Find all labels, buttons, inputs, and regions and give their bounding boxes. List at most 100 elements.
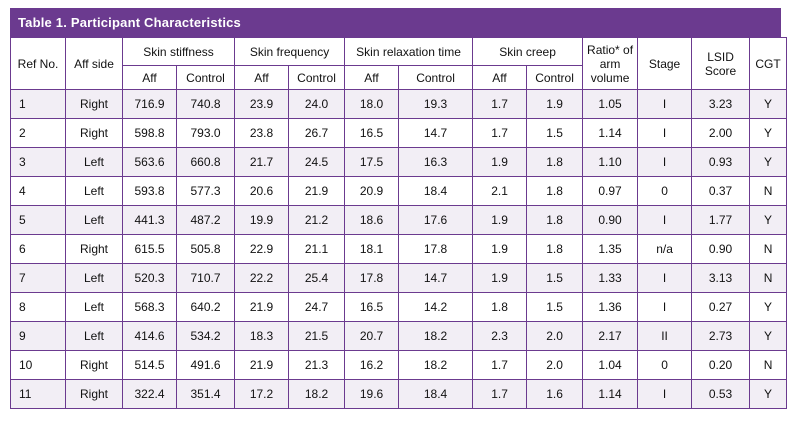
cell-stiffness-control: 487.2 <box>175 205 236 235</box>
cell-ratio: 1.36 <box>582 292 639 322</box>
cell-ref-no: 9 <box>10 321 66 351</box>
cell-aff-side: Left <box>65 321 123 351</box>
cell-stage: 0 <box>637 176 693 206</box>
cell-creep-aff: 1.9 <box>472 263 528 293</box>
cell-relaxation-control: 18.4 <box>398 379 474 409</box>
cell-frequency-aff: 22.2 <box>234 263 290 293</box>
cell-frequency-control: 21.2 <box>288 205 346 235</box>
header-stage: Stage <box>637 37 693 90</box>
cell-frequency-aff: 23.9 <box>234 89 290 119</box>
cell-creep-control: 1.8 <box>526 234 584 264</box>
cell-stage: I <box>637 263 693 293</box>
cell-ratio: 1.14 <box>582 118 639 148</box>
cell-creep-aff: 2.1 <box>472 176 528 206</box>
cell-aff-side: Right <box>65 350 123 380</box>
cell-ref-no: 6 <box>10 234 66 264</box>
table-row: 3 Left 563.6 660.8 21.7 24.5 17.5 16.3 1.9 1.8 1.1… <box>10 147 788 177</box>
cell-stiffness-aff: 716.9 <box>122 89 177 119</box>
cell-frequency-aff: 21.9 <box>234 292 290 322</box>
cell-stiffness-aff: 568.3 <box>122 292 177 322</box>
header-relaxation-aff: Aff <box>344 65 400 90</box>
header-skin-stiffness: Skin stiffness <box>121 37 236 66</box>
cell-cgt: Y <box>749 147 788 177</box>
cell-frequency-control: 24.5 <box>288 147 346 177</box>
cell-relaxation-control: 14.7 <box>398 118 474 148</box>
cell-stage: I <box>637 89 693 119</box>
cell-lsid-score: 2.00 <box>691 118 751 148</box>
cell-ratio: 1.04 <box>582 350 639 380</box>
cell-relaxation-control: 18.2 <box>398 350 474 380</box>
cell-aff-side: Right <box>65 118 123 148</box>
cell-relaxation-aff: 18.0 <box>344 89 400 119</box>
cell-stiffness-aff: 563.6 <box>122 147 177 177</box>
cell-frequency-control: 24.0 <box>288 89 346 119</box>
cell-relaxation-aff: 17.8 <box>344 263 400 293</box>
cell-aff-side: Left <box>65 205 123 235</box>
cell-cgt: Y <box>749 89 788 119</box>
cell-lsid-score: 1.77 <box>691 205 751 235</box>
cell-stage: II <box>637 321 693 351</box>
cell-frequency-control: 24.7 <box>288 292 346 322</box>
cell-aff-side: Right <box>65 379 123 409</box>
cell-stiffness-aff: 520.3 <box>122 263 177 293</box>
cell-creep-control: 1.8 <box>526 147 584 177</box>
cell-frequency-control: 18.2 <box>288 379 346 409</box>
cell-relaxation-control: 17.6 <box>398 205 474 235</box>
cell-relaxation-aff: 19.6 <box>344 379 400 409</box>
header-creep-control: Control <box>526 65 584 90</box>
cell-creep-control: 2.0 <box>526 321 584 351</box>
cell-creep-aff: 1.7 <box>472 118 528 148</box>
cell-relaxation-control: 17.8 <box>398 234 474 264</box>
cell-creep-aff: 1.7 <box>472 350 528 380</box>
cell-ratio: 1.33 <box>582 263 639 293</box>
table-row: 4 Left 593.8 577.3 20.6 21.9 20.9 18.4 2.1 1.8 0.9… <box>10 176 788 206</box>
cell-stiffness-control: 660.8 <box>175 147 236 177</box>
cell-creep-aff: 1.7 <box>472 379 528 409</box>
cell-ref-no: 7 <box>10 263 66 293</box>
header-skin-frequency: Skin frequency <box>234 37 346 66</box>
cell-ref-no: 8 <box>10 292 66 322</box>
cell-relaxation-control: 18.4 <box>398 176 474 206</box>
cell-frequency-aff: 19.9 <box>234 205 290 235</box>
cell-stiffness-control: 577.3 <box>175 176 236 206</box>
cell-lsid-score: 0.90 <box>691 234 751 264</box>
cell-stage: I <box>637 118 693 148</box>
table-row: 1 Right 716.9 740.8 23.9 24.0 18.0 19.3 1.7 1.9 1.… <box>10 89 788 119</box>
cell-lsid-score: 3.23 <box>691 89 751 119</box>
cell-frequency-aff: 20.6 <box>234 176 290 206</box>
cell-creep-aff: 2.3 <box>472 321 528 351</box>
table-row: 8 Left 568.3 640.2 21.9 24.7 16.5 14.2 1.8 1.5 1.3… <box>10 292 788 322</box>
header-cgt: CGT <box>749 37 788 90</box>
header-ref-no: Ref No. <box>10 37 66 90</box>
cell-lsid-score: 0.93 <box>691 147 751 177</box>
header-creep-aff: Aff <box>472 65 528 90</box>
cell-stiffness-control: 491.6 <box>175 350 236 380</box>
cell-ref-no: 3 <box>10 147 66 177</box>
table-title: Table 1. Participant Characteristics <box>10 8 781 37</box>
cell-ref-no: 2 <box>10 118 66 148</box>
cell-cgt: Y <box>749 118 788 148</box>
cell-relaxation-aff: 16.5 <box>344 118 400 148</box>
cell-ratio: 1.05 <box>582 89 639 119</box>
cell-frequency-aff: 22.9 <box>234 234 290 264</box>
cell-relaxation-control: 19.3 <box>398 89 474 119</box>
table-row: 2 Right 598.8 793.0 23.8 26.7 16.5 14.7 1.7 1.5 1.… <box>10 118 788 148</box>
cell-stiffness-aff: 414.6 <box>122 321 177 351</box>
cell-stiffness-control: 505.8 <box>175 234 236 264</box>
cell-creep-control: 2.0 <box>526 350 584 380</box>
cell-frequency-control: 21.1 <box>288 234 346 264</box>
cell-stiffness-control: 534.2 <box>175 321 236 351</box>
cell-ref-no: 1 <box>10 89 66 119</box>
cell-ratio: 1.10 <box>582 147 639 177</box>
cell-ratio: 1.14 <box>582 379 639 409</box>
cell-creep-aff: 1.9 <box>472 234 528 264</box>
cell-stage: I <box>637 205 693 235</box>
header-skin-relaxation-time: Skin relaxation time <box>344 37 474 66</box>
cell-frequency-aff: 23.8 <box>234 118 290 148</box>
cell-frequency-control: 21.9 <box>288 176 346 206</box>
header-lsid-score: LSID Score <box>691 37 751 90</box>
header-stiffness-control: Control <box>175 65 236 90</box>
cell-creep-control: 1.8 <box>526 176 584 206</box>
header-ratio-arm-volume: Ratio* of arm volume <box>582 37 639 90</box>
table-row: 6 Right 615.5 505.8 22.9 21.1 18.1 17.8 1.9 1.8 1.… <box>10 234 788 264</box>
